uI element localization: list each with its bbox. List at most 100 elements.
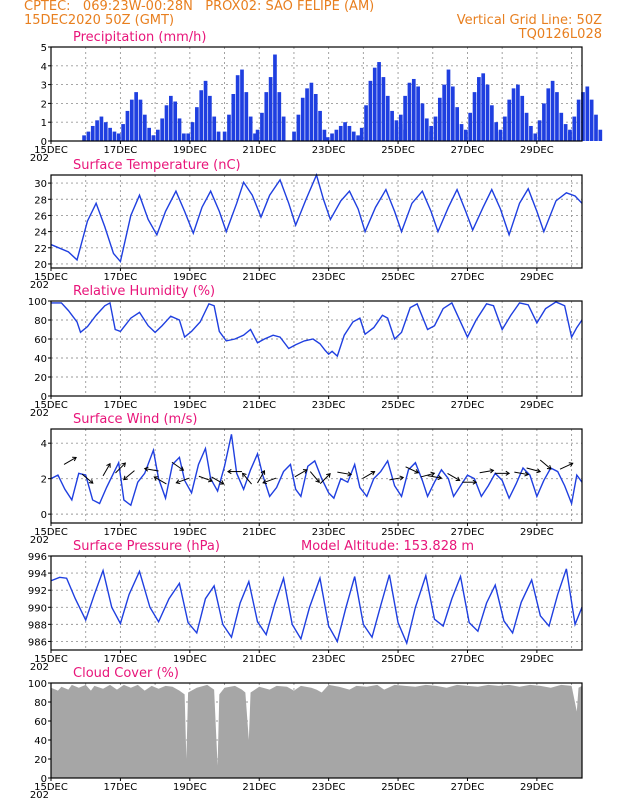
y-tick-label: 60	[34, 335, 47, 346]
precip-bar	[498, 131, 503, 141]
wind-vector-shaft	[514, 471, 529, 476]
y-tick-label: 20	[34, 755, 47, 766]
wind-vector-head	[347, 471, 353, 477]
header-line1: CPTEC: 069:23W-00:28N PROX02: SAO FELIPE…	[24, 0, 375, 14]
precip-bar	[334, 129, 339, 141]
x-tick-label: 29DEC	[520, 782, 554, 793]
precip-bar	[292, 131, 296, 141]
wind-vector-shaft	[526, 467, 541, 473]
y-tick-label: 20	[34, 260, 47, 271]
precip-bar	[377, 62, 381, 141]
wind-vector	[405, 466, 420, 474]
x-tick-label: 27DEC	[451, 654, 485, 665]
precip-bar	[390, 110, 394, 141]
x-tick-label: 17DEC	[104, 527, 138, 538]
precip-bar	[255, 129, 260, 141]
precip-bar	[177, 118, 182, 141]
wind-vector	[294, 469, 308, 478]
precip-bar	[372, 67, 377, 141]
wind-vector-head	[505, 470, 511, 476]
wind-vector	[479, 468, 495, 474]
precip-bar	[164, 105, 169, 141]
precip-bar	[244, 92, 249, 141]
wind-vector-head	[370, 470, 376, 476]
y-tick-label: 5	[41, 43, 47, 54]
y-tick-label: 0	[41, 392, 47, 403]
precip-bar	[240, 69, 244, 141]
wind-vector-shaft	[63, 456, 77, 465]
y-tick-label: 40	[34, 354, 47, 365]
wind-vector-shaft	[389, 476, 404, 481]
wind-vector-head	[302, 469, 308, 474]
precip-bar	[305, 88, 309, 141]
wind-vector	[337, 471, 353, 477]
x-tick-label: 27DEC	[451, 145, 485, 156]
precip-bar	[563, 124, 568, 141]
precip-bar	[446, 69, 451, 141]
y-tick-label: 80	[34, 698, 47, 709]
wind-vector-shaft	[479, 469, 494, 474]
y-tick-label: 988	[28, 620, 47, 631]
precip-bar	[208, 95, 212, 141]
precip-bar	[212, 116, 217, 141]
precip-bar	[368, 80, 373, 141]
wind-vector-shaft	[337, 471, 352, 476]
precip-bar	[300, 97, 305, 141]
precip-bar	[468, 112, 473, 141]
x-tick-label: 27DEC	[451, 272, 485, 283]
precip-bar	[129, 99, 134, 141]
wind-vector-shaft	[198, 475, 213, 482]
wind-vector-head	[546, 465, 552, 470]
y-tick-label: 990	[28, 603, 47, 614]
precip-bar	[507, 99, 512, 141]
x-tick-label: 25DEC	[381, 654, 415, 665]
precip-bar	[268, 77, 273, 141]
wind-vector-head	[219, 480, 225, 485]
precip-bar	[442, 84, 446, 141]
precip-bar	[281, 116, 286, 141]
panel-frame	[50, 428, 583, 524]
panel-title: Relative Humidity (%)	[73, 284, 215, 299]
wind-vector-shaft	[144, 468, 159, 472]
x-tick-label: 27DEC	[451, 527, 485, 538]
y-tick-label: 2	[41, 475, 47, 486]
precip-bar	[477, 77, 481, 141]
panel-rh: 0 20 40 60 80 100 15DEC 17DEC 19DEC 21DEC 23DEC 25D…	[28, 284, 583, 419]
wind-vector	[309, 471, 320, 483]
wind-vector-shaft	[427, 475, 442, 479]
wind-vector-head	[472, 479, 478, 485]
panel-title: Cloud Cover (%)	[73, 666, 179, 681]
panel-wind: 0 2 4 15DEC 17DEC 19DEC 21DEC 23DEC 25DEC 27DEC 29…	[30, 412, 583, 546]
wind-vector-head	[179, 466, 185, 471]
precip-bar	[116, 133, 121, 141]
wind-vector-shaft	[420, 472, 435, 478]
precip-bar	[550, 80, 555, 141]
precip-bar	[112, 131, 117, 141]
wind-vector-shaft	[447, 472, 460, 481]
wind-vector	[227, 469, 242, 475]
x-tick-label: 23DEC	[312, 782, 346, 793]
x-tick-label: 17DEC	[104, 782, 138, 793]
wind-vector-head	[241, 472, 247, 478]
precip-bar	[82, 135, 86, 141]
precip-bar	[359, 127, 364, 141]
precip-bar	[555, 92, 559, 141]
x-year-label: 202	[30, 790, 49, 800]
precip-bar	[472, 92, 477, 141]
wind-vector	[123, 470, 135, 481]
wind-vector	[462, 479, 478, 485]
precip-bar	[264, 92, 269, 141]
precip-bar	[253, 133, 257, 141]
x-tick-label: 15DEC	[34, 527, 68, 538]
precip-bar	[155, 129, 160, 141]
x-tick-label: 23DEC	[312, 654, 346, 665]
y-tick-label: 30	[34, 179, 47, 190]
precip-bar	[142, 114, 147, 141]
y-tick-label: 3	[41, 81, 47, 92]
precip-bar	[581, 92, 585, 141]
wind-vector-shaft	[257, 470, 265, 484]
precip-bar	[585, 86, 590, 141]
wind-vector-shaft	[362, 471, 375, 480]
precip-bar	[433, 116, 438, 141]
x-tick-label: 25DEC	[381, 400, 415, 411]
